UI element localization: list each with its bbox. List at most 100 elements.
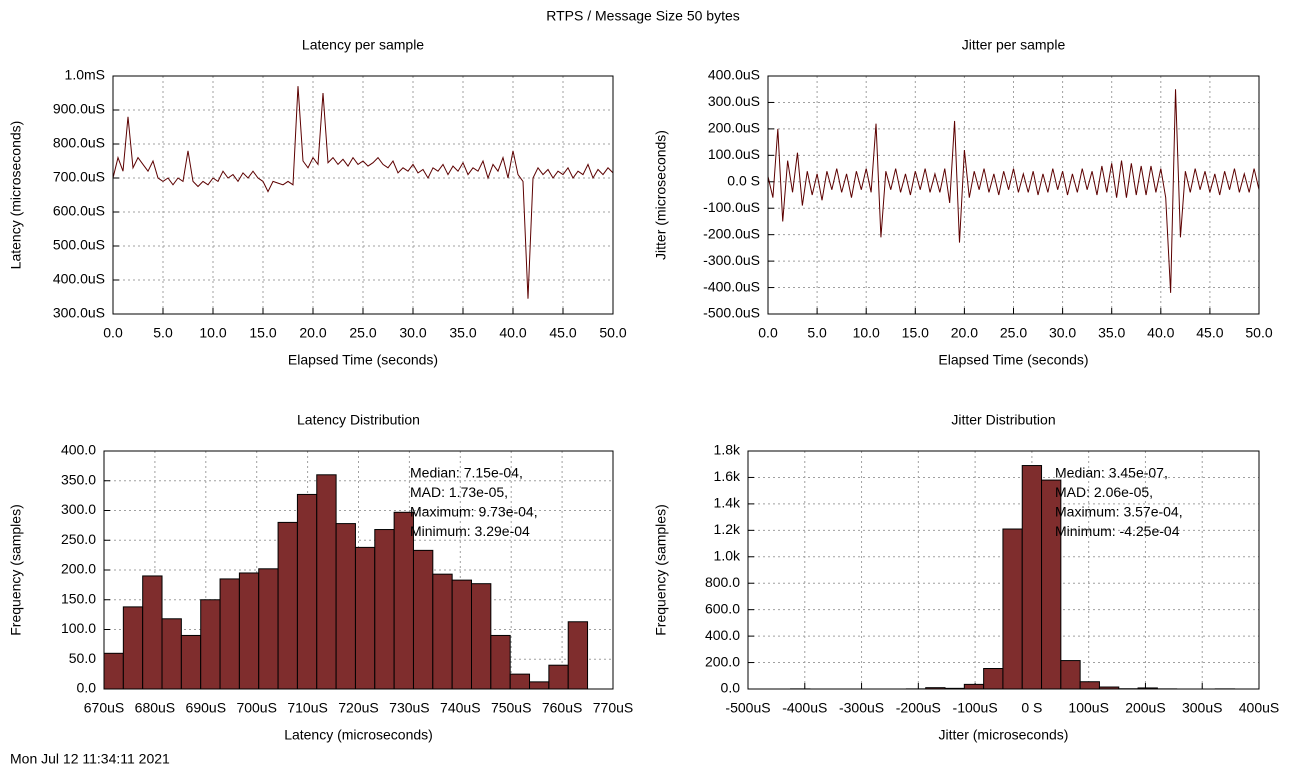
y-axis-label: Jitter (microseconds) bbox=[653, 130, 669, 260]
histogram-bar bbox=[470, 583, 492, 690]
y-tick-label: 600.0 bbox=[705, 600, 740, 616]
y-tick-label: -100.0uS bbox=[703, 199, 760, 215]
y-tick-label: 1.0mS bbox=[65, 67, 105, 83]
x-tick-label: 0.0 bbox=[758, 325, 778, 341]
x-tick-label: -200uS bbox=[896, 700, 941, 716]
x-tick-label: 700uS bbox=[236, 700, 276, 716]
x-tick-label: 5.0 bbox=[807, 325, 827, 341]
y-tick-label: -400.0uS bbox=[703, 278, 760, 294]
y-tick-label: 300.0uS bbox=[53, 305, 105, 321]
histogram-bar bbox=[354, 546, 376, 690]
x-tick-label: -500uS bbox=[725, 700, 770, 716]
y-tick-label: -200.0uS bbox=[703, 225, 760, 241]
x-tick-label: 15.0 bbox=[902, 325, 929, 341]
x-tick-label: 750uS bbox=[491, 700, 531, 716]
histogram-bar bbox=[103, 652, 124, 690]
x-axis-label: Elapsed Time (seconds) bbox=[938, 352, 1088, 368]
histogram-bar bbox=[238, 572, 260, 690]
x-tick-label: 35.0 bbox=[1098, 325, 1125, 341]
annotation: MAD: 1.73e-05, bbox=[410, 484, 508, 500]
x-tick-label: 50.0 bbox=[1245, 325, 1272, 341]
x-tick-label: 45.0 bbox=[549, 325, 576, 341]
y-tick-label: -300.0uS bbox=[703, 252, 760, 268]
x-tick-label: 35.0 bbox=[449, 325, 476, 341]
histogram-bar bbox=[1060, 660, 1081, 690]
x-tick-label: 670uS bbox=[84, 700, 124, 716]
histogram-bar bbox=[432, 573, 453, 690]
x-tick-label: -400uS bbox=[782, 700, 827, 716]
chart-title: Latency per sample bbox=[302, 37, 424, 53]
x-tick-label: 100uS bbox=[1068, 700, 1108, 716]
histogram-bar bbox=[490, 634, 511, 690]
x-tick-label: 710uS bbox=[287, 700, 327, 716]
x-tick-label: 720uS bbox=[338, 700, 378, 716]
x-tick-label: 770uS bbox=[593, 700, 633, 716]
plot-frame bbox=[103, 450, 614, 690]
x-tick-label: 50.0 bbox=[599, 325, 626, 341]
histogram-bar bbox=[122, 606, 144, 690]
y-tick-label: 400.0 bbox=[705, 627, 740, 643]
y-tick-label: 0.0 S bbox=[727, 172, 760, 188]
y-tick-label: 1.6k bbox=[714, 468, 741, 484]
x-tick-label: 760uS bbox=[542, 700, 582, 716]
y-axis-label: Latency (microseconds) bbox=[8, 121, 24, 270]
y-axis-label: Frequency (samples) bbox=[8, 504, 24, 636]
y-tick-label: 1.4k bbox=[714, 495, 741, 511]
histogram-bar bbox=[509, 673, 531, 690]
histogram-bar bbox=[200, 599, 221, 690]
x-tick-label: 40.0 bbox=[499, 325, 526, 341]
x-axis-label: Jitter (microseconds) bbox=[939, 727, 1069, 743]
y-tick-label: 250.0 bbox=[61, 531, 96, 547]
chart-title: Latency Distribution bbox=[297, 412, 420, 428]
y-tick-label: 600.0uS bbox=[53, 203, 105, 219]
histogram-bar bbox=[180, 634, 202, 690]
data-line bbox=[112, 86, 614, 299]
y-tick-label: 50.0 bbox=[69, 650, 96, 666]
histogram-bar bbox=[161, 618, 182, 690]
x-tick-label: 5.0 bbox=[153, 325, 173, 341]
y-tick-label: 1.2k bbox=[714, 521, 741, 537]
annotation: Maximum: 3.57e-04, bbox=[1055, 504, 1183, 520]
annotation: Minimum: -4.25e-04 bbox=[1055, 523, 1180, 539]
x-tick-label: 45.0 bbox=[1196, 325, 1223, 341]
annotation: Median: 3.45e-07, bbox=[1055, 465, 1168, 481]
histogram-bar bbox=[548, 664, 569, 690]
y-tick-label: 200.0 bbox=[705, 653, 740, 669]
x-tick-label: 300uS bbox=[1182, 700, 1222, 716]
histogram-bar bbox=[567, 621, 589, 690]
y-tick-label: 800.0 bbox=[705, 574, 740, 590]
y-axis-label: Frequency (samples) bbox=[653, 504, 669, 636]
chart-title: Jitter per sample bbox=[962, 37, 1066, 53]
histogram-bar bbox=[1002, 528, 1023, 690]
annotation: Median: 7.15e-04, bbox=[410, 465, 523, 481]
histogram-bar bbox=[219, 578, 240, 690]
histogram-bar bbox=[335, 523, 356, 690]
y-tick-label: 350.0 bbox=[61, 471, 96, 487]
y-tick-label: 800.0uS bbox=[53, 135, 105, 151]
histogram-bar bbox=[412, 549, 434, 690]
x-tick-label: 20.0 bbox=[299, 325, 326, 341]
y-tick-label: 400.0uS bbox=[53, 271, 105, 287]
y-tick-label: 900.0uS bbox=[53, 101, 105, 117]
y-tick-label: 300.0 bbox=[61, 501, 96, 517]
histogram-bar bbox=[963, 683, 985, 690]
x-tick-label: 15.0 bbox=[249, 325, 276, 341]
x-axis-label: Elapsed Time (seconds) bbox=[288, 352, 438, 368]
x-tick-label: -300uS bbox=[839, 700, 884, 716]
x-tick-label: 200uS bbox=[1125, 700, 1165, 716]
plot-frame bbox=[112, 75, 614, 315]
x-tick-label: 690uS bbox=[186, 700, 226, 716]
timestamp: Mon Jul 12 11:34:11 2021 bbox=[10, 751, 170, 767]
histogram-bar bbox=[277, 521, 298, 690]
y-tick-label: 200.0 bbox=[61, 561, 96, 577]
histogram-bar bbox=[316, 474, 337, 690]
annotation: Minimum: 3.29e-04 bbox=[410, 523, 530, 539]
y-tick-label: 100.0uS bbox=[708, 146, 760, 162]
x-tick-label: -100uS bbox=[953, 700, 998, 716]
x-tick-label: 25.0 bbox=[349, 325, 376, 341]
histogram-bar bbox=[983, 668, 1004, 690]
x-tick-label: 30.0 bbox=[399, 325, 426, 341]
y-tick-label: 400.0uS bbox=[708, 67, 760, 83]
annotation: MAD: 2.06e-05, bbox=[1055, 484, 1153, 500]
